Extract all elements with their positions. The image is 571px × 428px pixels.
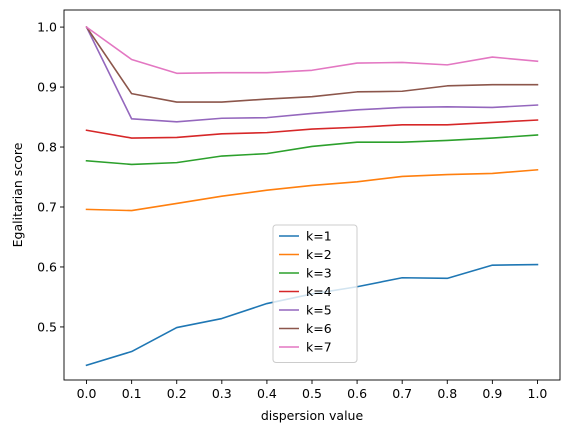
x-tick-label: 0.1 [122, 386, 142, 401]
y-axis: 0.5 0.6 0.7 0.8 0.9 1.0 [37, 20, 64, 334]
y-tick-label: 0.6 [37, 259, 57, 274]
x-tick-label: 0.9 [482, 386, 502, 401]
series-layer [85, 25, 539, 367]
x-tick-label: 0.8 [437, 386, 457, 401]
x-tick-label: 0.6 [347, 386, 367, 401]
series-line-k-5 [85, 26, 539, 123]
legend-label: k=5 [306, 303, 332, 318]
legend: k=1 k=2 k=3 k=4 k=5 k=6 k=7 [272, 224, 358, 363]
legend-label: k=3 [306, 266, 332, 281]
x-axis-label: dispersion value [261, 408, 364, 423]
x-tick-label: 0.4 [257, 386, 277, 401]
x-tick-label: 0.3 [212, 386, 232, 401]
x-axis: 0.0 0.1 0.2 0.3 0.4 0.5 0.6 0.7 0.8 0.9 1.0 [77, 380, 548, 401]
legend-label: k=1 [306, 229, 332, 244]
y-tick-label: 0.9 [37, 80, 57, 95]
x-tick-label: 0.7 [392, 386, 412, 401]
series-line-k-2 [85, 168, 539, 212]
x-tick-label: 1.0 [528, 386, 548, 401]
x-tick-label: 0.0 [77, 386, 97, 401]
legend-label: k=4 [306, 284, 332, 299]
y-tick-label: 0.5 [37, 319, 57, 334]
y-tick-label: 1.0 [37, 20, 57, 35]
series-line-k-3 [85, 134, 539, 166]
y-axis-label: Egalitarian score [10, 142, 25, 247]
series-line-k-4 [85, 119, 539, 139]
legend-label: k=7 [306, 340, 332, 355]
series-line-k-7 [85, 25, 539, 75]
legend-label: k=2 [306, 247, 332, 262]
y-tick-label: 0.8 [37, 140, 57, 155]
y-tick-label: 0.7 [37, 199, 57, 214]
legend-label: k=6 [306, 321, 332, 336]
x-tick-label: 0.2 [167, 386, 187, 401]
x-tick-label: 0.5 [302, 386, 322, 401]
series-line-k-6 [85, 25, 539, 103]
